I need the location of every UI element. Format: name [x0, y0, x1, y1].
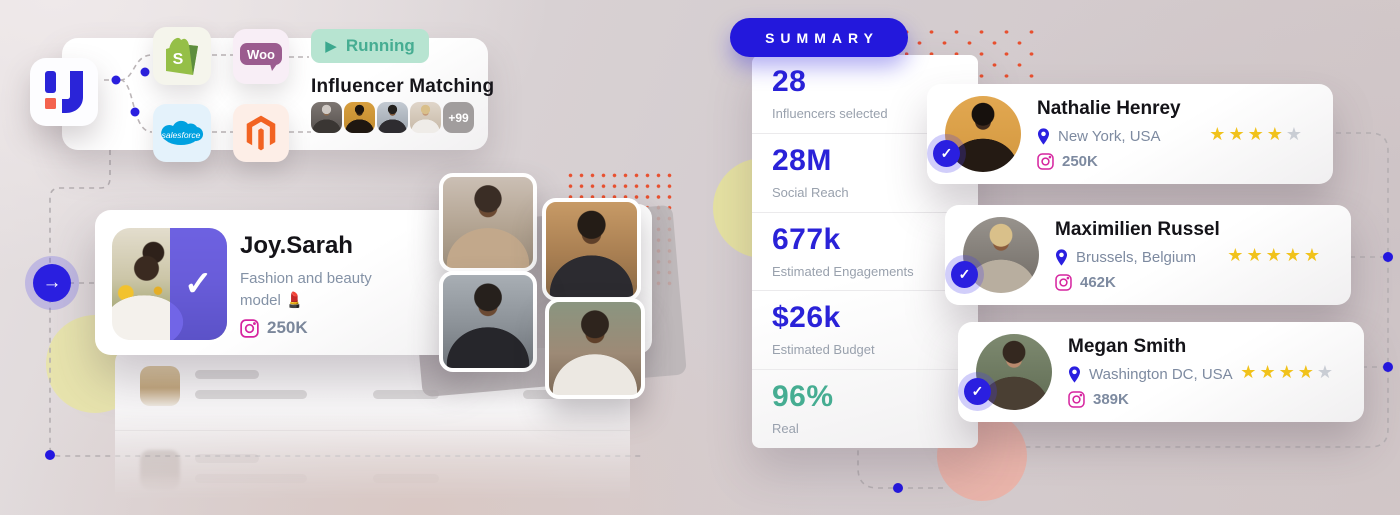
star-icon: ★: [1285, 124, 1305, 144]
status-badge-running: ▶ Running: [311, 29, 429, 63]
brand-logo-icon: [45, 71, 83, 113]
avatar: [140, 366, 180, 406]
instagram-icon: [1068, 391, 1085, 408]
star-icon: ★: [1246, 245, 1266, 265]
influencer-photo-thumb[interactable]: [542, 198, 641, 301]
rating-stars: ★★★★★: [1227, 245, 1323, 266]
location-pin-icon: [1055, 249, 1068, 266]
salesforce-icon: salesforce: [161, 120, 204, 145]
avatar: [410, 102, 441, 133]
influencer-photo-thumb[interactable]: [439, 173, 537, 272]
influencer-location: Washington DC, USA: [1068, 366, 1233, 383]
location-pin-icon: [1068, 366, 1081, 383]
avatar: [377, 102, 408, 133]
svg-text:S: S: [173, 51, 184, 68]
avatar: [311, 102, 342, 133]
selected-overlay: ✓: [169, 228, 227, 340]
influencer-name: Maximilien Russel: [1055, 219, 1220, 240]
selected-check-badge[interactable]: ✓: [951, 261, 978, 288]
stat-real: 96% Real: [772, 380, 834, 437]
instagram-icon: [240, 318, 259, 338]
rating-stars: ★★★★★: [1240, 362, 1336, 383]
next-arrow-button[interactable]: →: [33, 264, 71, 302]
matching-title: Influencer Matching: [311, 76, 495, 97]
woocommerce-icon: Woo: [240, 42, 282, 71]
selected-check-badge[interactable]: ✓: [964, 378, 991, 405]
brand-logo[interactable]: [30, 58, 98, 126]
stat-social-reach: 28M Social Reach: [752, 134, 978, 213]
influencer-followers: 250K: [1037, 153, 1098, 170]
integration-connector-lines: [104, 54, 311, 133]
influencer-card-megan[interactable]: ✓ Megan Smith Washington DC, USA 389K ★★…: [958, 322, 1364, 422]
instagram-icon: [1055, 274, 1072, 291]
influencer-location: New York, USA: [1037, 128, 1161, 145]
selected-check-badge[interactable]: ✓: [933, 140, 960, 167]
check-icon: ✓: [184, 265, 213, 303]
avatar: [140, 450, 180, 490]
featured-influencer-photo: ✓: [112, 228, 227, 340]
stat-estimated-budget: $26k Estimated Budget: [752, 291, 978, 371]
influencer-name: Megan Smith: [1068, 336, 1187, 357]
star-icon: ★: [1303, 245, 1323, 265]
instagram-icon: [1037, 153, 1054, 170]
shopify-icon: S: [166, 37, 198, 75]
location-pin-icon: [1037, 128, 1050, 145]
influencer-photo-thumb[interactable]: [439, 271, 537, 372]
influencer-card-nathalie[interactable]: ✓ Nathalie Henrey New York, USA 250K ★★★…: [927, 84, 1333, 184]
influencer-followers: 389K: [1068, 391, 1129, 408]
stat-influencers-selected: 28 Influencers selected: [752, 55, 978, 134]
magento-icon: [246, 115, 276, 151]
svg-text:Woo: Woo: [247, 47, 275, 62]
summary-title: SUMMARY: [765, 29, 879, 46]
influencer-card-maximilien[interactable]: ✓ Maximilien Russel Brussels, Belgium 46…: [945, 205, 1351, 305]
featured-influencer-card[interactable]: ✓ Joy.Sarah Fashion and beauty model 💄 2…: [95, 210, 465, 355]
star-icon: ★: [1259, 362, 1279, 382]
star-icon: ★: [1265, 245, 1285, 265]
star-icon: ★: [1227, 245, 1247, 265]
star-icon: ★: [1297, 362, 1317, 382]
featured-influencer-name: Joy.Sarah: [240, 232, 353, 259]
avatar-overflow-badge[interactable]: +99: [443, 102, 474, 133]
rating-stars: ★★★★★: [1209, 124, 1305, 145]
status-badge-label: Running: [345, 36, 415, 55]
svg-text:salesforce: salesforce: [162, 130, 201, 140]
star-icon: ★: [1228, 124, 1248, 144]
check-icon: ✓: [958, 266, 971, 282]
featured-followers-row: 250K: [240, 318, 308, 338]
check-icon: ✓: [971, 383, 984, 399]
star-icon: ★: [1209, 124, 1229, 144]
stat-estimated-engagements: 677k Estimated Engagements: [752, 213, 978, 292]
skeleton-row: [115, 432, 630, 512]
influencer-followers: 462K: [1055, 274, 1116, 291]
avatar: [344, 102, 375, 133]
star-icon: ★: [1240, 362, 1260, 382]
play-icon: ▶: [325, 38, 337, 55]
magento-app-tile[interactable]: [233, 104, 289, 162]
featured-influencer-description: Fashion and beauty model 💄: [240, 270, 372, 309]
matched-avatars-row: +99: [311, 102, 474, 133]
woocommerce-app-tile[interactable]: Woo: [233, 29, 289, 84]
star-icon: ★: [1266, 124, 1286, 144]
star-icon: ★: [1316, 362, 1336, 382]
star-icon: ★: [1247, 124, 1267, 144]
influencer-photo-thumb[interactable]: [545, 298, 645, 399]
check-icon: ✓: [940, 145, 953, 161]
shopify-app-tile[interactable]: S: [153, 27, 211, 85]
star-icon: ★: [1278, 362, 1298, 382]
salesforce-app-tile[interactable]: salesforce: [153, 104, 211, 162]
summary-pill: SUMMARY: [730, 18, 908, 57]
star-icon: ★: [1284, 245, 1304, 265]
arrow-right-icon: →: [42, 272, 62, 293]
influencer-location: Brussels, Belgium: [1055, 249, 1196, 266]
influencer-name: Nathalie Henrey: [1037, 98, 1181, 119]
followers-count: 250K: [267, 318, 308, 337]
